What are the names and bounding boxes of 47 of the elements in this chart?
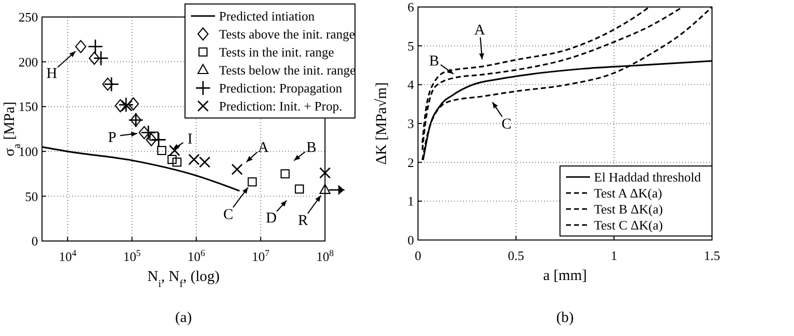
- y-tick-label: 0: [32, 234, 38, 249]
- y-tick-label: 0: [408, 232, 414, 248]
- y-tick-label: 1: [408, 194, 414, 209]
- annotation: I: [187, 131, 192, 148]
- x-tick-label: 10$^{7}$: [252, 248, 270, 264]
- x-tick-label: 10$^{8}$: [316, 248, 334, 264]
- y-tick-label: 150: [18, 99, 38, 114]
- annotation: R: [298, 213, 308, 230]
- x-tick-label: 10$^{6}$: [188, 248, 206, 264]
- y-tick-label: 5: [408, 38, 414, 54]
- annotation: H: [46, 66, 58, 82]
- y-tick-label: 100: [18, 144, 38, 159]
- x-tick-label: 10$^{5}$: [123, 248, 142, 264]
- legend-label: Test A ΔK(a): [594, 186, 662, 201]
- x-tick-label: 1: [610, 248, 618, 263]
- annotation: C: [502, 116, 512, 133]
- legend-label: Tests above the init. range: [219, 26, 356, 42]
- y-tick-label: 3: [408, 116, 414, 132]
- x-axis-title: a [mm]: [543, 268, 587, 284]
- legend-label: Prediction: Init. + Prop.: [219, 98, 342, 114]
- legend-label: El Haddad threshold: [594, 170, 702, 185]
- legend-label: Test B ΔK(a): [594, 202, 663, 217]
- y-tick-label: 250: [18, 10, 38, 25]
- legend-label: Test C ΔK(a): [594, 218, 663, 233]
- legend-label: Tests below the init. range: [219, 62, 356, 78]
- y-axis-title: ΔK [MPa√m]: [374, 82, 390, 165]
- y-tick-label: 6: [408, 0, 414, 15]
- legend-label: Predicted intiation: [219, 8, 316, 24]
- y-tick-label: 50: [25, 188, 38, 204]
- y-tick-label: 2: [408, 154, 414, 170]
- x-tick-label: 0.5: [508, 248, 524, 263]
- annotation: P: [108, 130, 116, 146]
- annotation: A: [474, 22, 486, 39]
- y-tick-label: 4: [408, 77, 414, 92]
- annotation: B: [306, 140, 316, 156]
- text: (b): [556, 310, 574, 326]
- y-tick-label: 200: [18, 54, 38, 70]
- x-tick-label: 1.5: [704, 248, 720, 263]
- annotation: D: [266, 210, 277, 227]
- x-tick-label: 10$^{4}$: [58, 248, 77, 264]
- legend-label: Prediction: Propagation: [219, 80, 343, 96]
- legend-label: Tests in the init. range: [219, 44, 334, 60]
- text: (a): [175, 310, 192, 326]
- annotation: A: [258, 140, 269, 156]
- annotation: C: [223, 207, 234, 224]
- x-axis-title: N$_{i}$, N$_{f}$, (log): [147, 269, 220, 290]
- annotation: B: [429, 53, 440, 70]
